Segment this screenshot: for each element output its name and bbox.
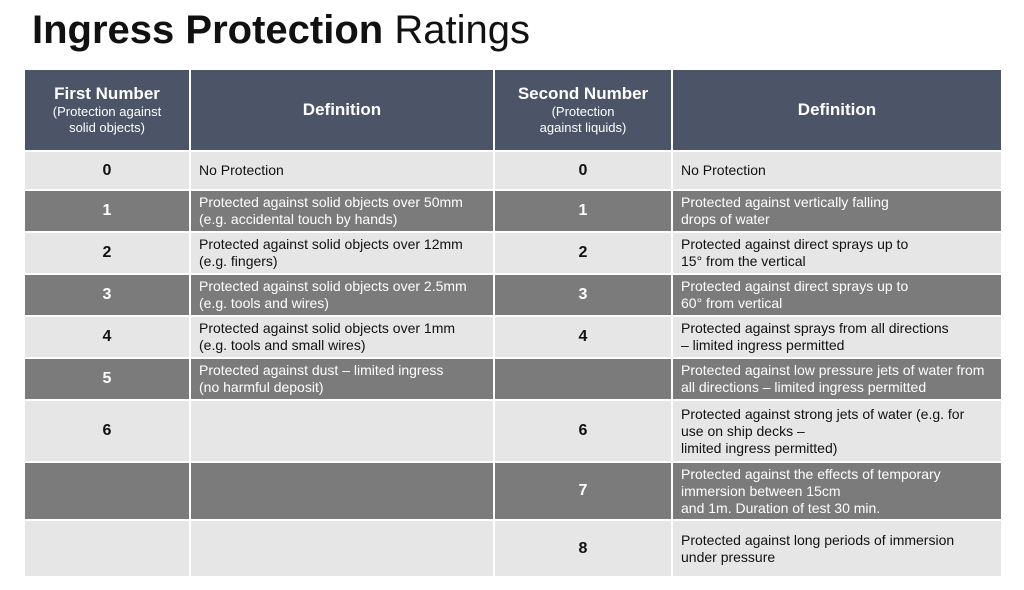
number-cell: 3 (495, 275, 671, 315)
header-cell: Definition (191, 70, 493, 150)
definition-cell: Protected against direct sprays up to 60°… (673, 275, 1001, 315)
page-title: Ingress Protection Ratings (32, 8, 530, 53)
definition-cell (191, 401, 493, 461)
cell-line: 2 (102, 244, 112, 261)
number-cell: 2 (25, 233, 189, 273)
cell-line: Protected against strong jets of water (… (681, 405, 965, 422)
cell-line: limited ingress permitted) (681, 439, 838, 456)
definition-cell: Protected against sprays from all direct… (673, 317, 1001, 357)
definition-cell: No Protection (191, 152, 493, 189)
number-cell: 7 (495, 463, 671, 519)
cell-line: (Protection against (52, 104, 162, 119)
cell-line: 6 (578, 422, 588, 439)
cell-line: 3 (102, 286, 112, 303)
cell-line: all directions – limited ingress permitt… (681, 379, 927, 395)
cell-line: Protected against solid objects over 1mm (199, 320, 456, 336)
cell-line: use on ship decks – (681, 422, 805, 439)
cell-line: (e.g. tools and wires) (199, 295, 329, 311)
title-bold: Ingress Protection (32, 8, 384, 52)
definition-cell: Protected against the effects of tempora… (673, 463, 1001, 519)
cell-line: (e.g. tools and small wires) (199, 337, 366, 353)
number-cell: 1 (25, 191, 189, 231)
cell-line: 5 (102, 370, 112, 387)
cell-line: 1 (578, 202, 588, 219)
definition-cell: Protected against solid objects over 2.5… (191, 275, 493, 315)
cell-line: 4 (578, 328, 588, 345)
definition-cell: No Protection (673, 152, 1001, 189)
definition-cell: Protected against dust – limited ingress… (191, 359, 493, 399)
cell-line: (Protection (551, 104, 615, 119)
cell-line: 7 (578, 482, 588, 499)
cell-line: under pressure (681, 548, 776, 565)
number-cell: 2 (495, 233, 671, 273)
number-cell (495, 359, 671, 399)
cell-line: 15° from the vertical (681, 253, 806, 269)
cell-line: immersion between 15cm (681, 482, 841, 499)
cell-line: 3 (578, 286, 588, 303)
number-cell: 4 (25, 317, 189, 357)
number-cell: 1 (495, 191, 671, 231)
cell-line: 0 (578, 161, 588, 179)
definition-cell: Protected against strong jets of water (… (673, 401, 1001, 461)
definition-cell (191, 463, 493, 519)
cell-line: Protected against solid objects over 12m… (199, 236, 463, 252)
cell-line: Second Number (517, 84, 649, 103)
cell-line: Protected against the effects of tempora… (681, 465, 941, 482)
header-cell: Definition (673, 70, 1001, 150)
cell-line: Protected against solid objects over 2.5… (199, 278, 467, 294)
header-cell: First Number (Protection against solid obj… (25, 70, 189, 150)
number-cell: 6 (495, 401, 671, 461)
cell-line: Protected against low pressure jets of w… (681, 362, 985, 378)
number-cell (25, 521, 189, 576)
cell-line: 1 (102, 202, 112, 219)
cell-line: 6 (102, 422, 112, 439)
cell-line: (no harmful deposit) (199, 379, 324, 395)
definition-cell: Protected against solid objects over 1mm… (191, 317, 493, 357)
cell-line: (e.g. fingers) (199, 253, 278, 269)
header-cell: Second Number (Protection against liquids) (495, 70, 671, 150)
definition-cell: Protected against solid objects over 50m… (191, 191, 493, 231)
cell-line: (e.g. accidental touch by hands) (199, 211, 398, 227)
definition-cell: Protected against long periods of immers… (673, 521, 1001, 576)
number-cell: 0 (495, 152, 671, 189)
cell-line: Protected against vertically falling (681, 194, 889, 210)
title-regular: Ratings (394, 8, 530, 52)
cell-line: solid objects) (69, 120, 145, 135)
cell-line: Protected against sprays from all direct… (681, 320, 949, 336)
number-cell: 0 (25, 152, 189, 189)
cell-line: No Protection (681, 162, 766, 178)
cell-line: First Number (54, 84, 160, 103)
cell-line: 8 (578, 539, 588, 557)
definition-cell: Protected against solid objects over 12m… (191, 233, 493, 273)
definition-cell: Protected against vertically falling drop… (673, 191, 1001, 231)
cell-line: 4 (102, 328, 112, 345)
number-cell: 6 (25, 401, 189, 461)
cell-line: and 1m. Duration of test 30 min. (681, 499, 881, 516)
cell-line: No Protection (199, 162, 284, 178)
cell-line: Definition (797, 100, 877, 119)
cell-line: Protected against dust – limited ingress (199, 362, 444, 378)
cell-line: Protected against direct sprays up to (681, 236, 909, 252)
cell-line: Definition (302, 100, 382, 119)
number-cell: 5 (25, 359, 189, 399)
definition-cell: Protected against low pressure jets of w… (673, 359, 1001, 399)
definition-cell: Protected against direct sprays up to 15°… (673, 233, 1001, 273)
cell-line: 0 (102, 161, 112, 179)
cell-line: Protected against long periods of immers… (681, 531, 955, 548)
cell-line: – limited ingress permitted (681, 337, 845, 353)
cell-line: 60° from vertical (681, 295, 783, 311)
cell-line: Protected against direct sprays up to (681, 278, 909, 294)
cell-line: 2 (578, 244, 588, 261)
cell-line: drops of water (681, 211, 770, 227)
number-cell: 8 (495, 521, 671, 576)
number-cell (25, 463, 189, 519)
number-cell: 4 (495, 317, 671, 357)
cell-line: against liquids) (539, 120, 627, 135)
cell-line: Protected against solid objects over 50m… (199, 194, 463, 210)
definition-cell (191, 521, 493, 576)
number-cell: 3 (25, 275, 189, 315)
